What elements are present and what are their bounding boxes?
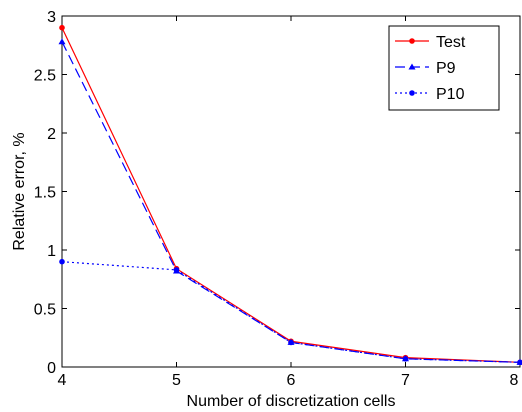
x-axis: 4 5 6 7 8 [58,16,521,389]
legend-box [388,25,500,111]
y-axis: 0 0.5 1 1.5 2 2.5 3 [34,9,520,377]
legend-marker-p9 [408,63,416,70]
x-tick-label: 7 [401,372,410,389]
y-tick-label: 2.5 [34,68,56,85]
legend-entry-p9: P9 [395,60,456,77]
data-point-p10 [288,339,294,346]
data-point-p10 [517,359,522,366]
legend-label-p9: P9 [436,60,456,77]
y-tick-label: 0 [47,360,56,377]
data-point-p10 [402,356,409,362]
y-axis-label: Relative error, % [11,132,28,250]
legend-marker-test [409,38,415,44]
x-tick-label: 5 [172,372,181,389]
legend-entry-test: Test [395,34,466,51]
legend-label-test: Test [436,34,466,51]
x-axis-label: Number of discretization cells [187,393,396,410]
legend: Test P9 P10 [388,25,500,111]
series-p10 [59,258,522,366]
y-tick-label: 1.5 [34,185,56,202]
y-tick-label: 0.5 [34,302,56,319]
x-tick-label: 6 [287,372,296,389]
x-tick-label: 8 [510,372,519,389]
data-point-p10 [59,258,65,265]
legend-marker-p10 [409,90,415,96]
series-layer [58,24,522,366]
data-point-test [59,24,65,31]
y-tick-label: 1 [47,243,56,260]
legend-label-p10: P10 [436,86,465,103]
legend-entry-p10: P10 [395,86,465,103]
data-point-p10 [173,267,180,273]
x-tick-label: 4 [58,372,67,389]
data-point-p9 [58,38,66,45]
y-tick-label: 2 [47,126,56,143]
y-tick-label: 3 [47,9,56,26]
